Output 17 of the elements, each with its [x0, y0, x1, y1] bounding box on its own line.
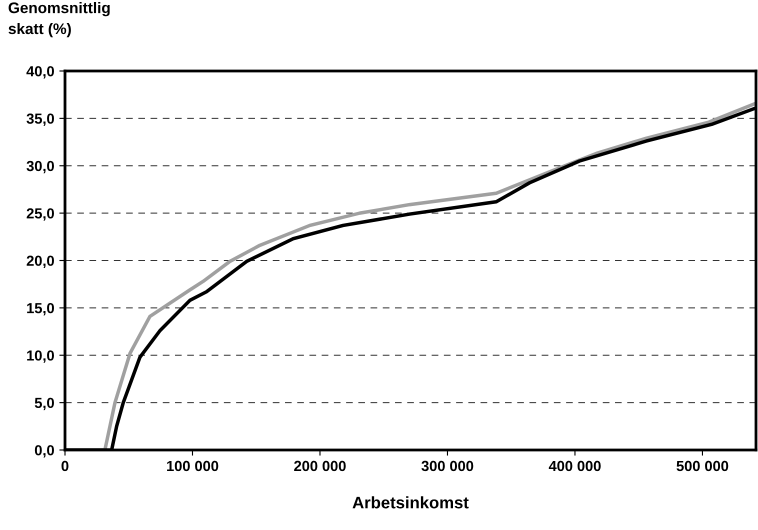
y-tick-label: 15,0: [27, 302, 54, 316]
chart-title: Genomsnittlig skatt (%): [8, 2, 110, 38]
y-tick-label: 10,0: [27, 350, 54, 363]
x-tick-label: 200 000: [294, 460, 346, 472]
x-tick-label: 500 000: [676, 460, 728, 472]
x-tick-label: 400 000: [548, 460, 601, 472]
y-tick-label: 30,0: [26, 160, 54, 174]
y-tick-label: 25,0: [26, 208, 54, 221]
y-tick-label: 35,0: [26, 113, 54, 126]
y-tick-label: 20,0: [26, 256, 54, 268]
x-tick-label: 0: [62, 460, 68, 472]
x-tick-label: 100 000: [167, 460, 218, 472]
x-axis-title: Arbetsinkomst: [352, 496, 469, 508]
y-tick-label: 40,0: [26, 66, 54, 79]
y-tick-label: 5,0: [34, 398, 54, 410]
y-tick-label: 0,0: [34, 445, 54, 458]
x-tick-label: 300 000: [421, 460, 474, 472]
